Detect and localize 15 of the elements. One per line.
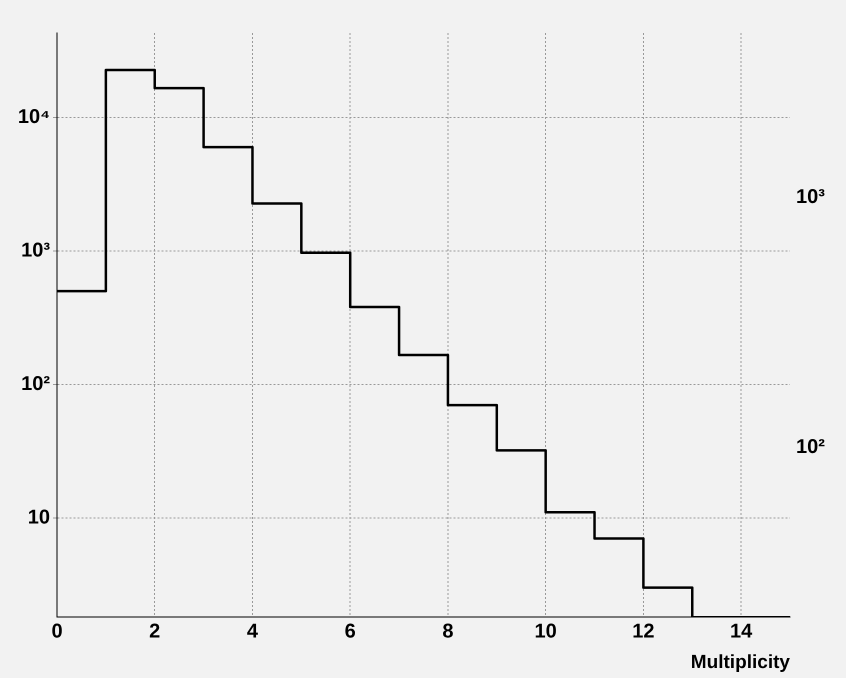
text: 10²	[796, 436, 826, 458]
x-tick-label: 14	[730, 620, 754, 643]
y-tick-label: 10⁴	[18, 106, 50, 128]
x-tick-label: 0	[51, 620, 63, 643]
x-tick-label: 12	[632, 620, 655, 643]
x-tick-label: 2	[149, 620, 160, 643]
x-axis-title: Multiplicity	[690, 652, 790, 673]
y-tick-label: 10	[28, 506, 50, 528]
x-tick-label: 10	[534, 620, 557, 643]
y-tick-label: 10³	[21, 239, 50, 262]
text: 10³	[796, 186, 826, 208]
x-tick-label: 8	[442, 620, 454, 643]
y-tick-label: 10²	[21, 372, 50, 395]
x-tick-label: 4	[246, 620, 259, 643]
x-tick-label: 6	[344, 620, 356, 643]
